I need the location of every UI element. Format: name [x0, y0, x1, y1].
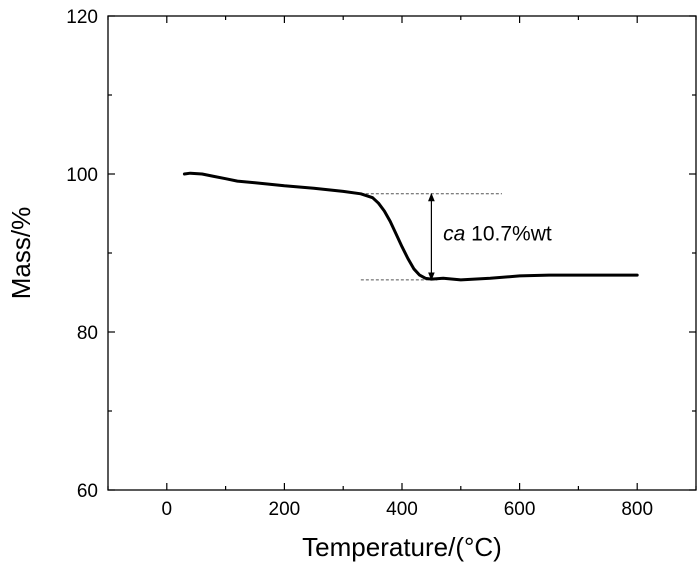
x-tick-label: 200	[269, 499, 301, 520]
y-tick-label: 120	[66, 7, 98, 28]
tick-labels: 0 200 400 600 800 60 80 100 120	[66, 7, 653, 520]
mass-loss-label-italic: ca	[443, 222, 465, 245]
series-group	[182, 171, 639, 282]
annotations: ca 10.7%wt	[360, 192, 552, 281]
y-tick-label: 100	[66, 165, 98, 186]
x-tick-label: 0	[162, 499, 173, 520]
x-tick-label: 400	[386, 499, 418, 520]
mass-loss-label-value: 10.7%wt	[465, 222, 552, 245]
x-tick-label: 600	[504, 499, 536, 520]
y-tick-label: 60	[77, 481, 98, 502]
x-axis-title: Temperature/(°C)	[302, 532, 502, 562]
mass-loss-label: ca 10.7%wt	[443, 222, 552, 245]
axis-ticks	[107, 15, 697, 491]
x-tick-label: 800	[621, 499, 653, 520]
y-axis-title: Mass/%	[6, 207, 36, 299]
y-tick-label: 80	[77, 323, 98, 344]
tga-curve	[182, 171, 639, 282]
plot-frame	[107, 15, 697, 491]
